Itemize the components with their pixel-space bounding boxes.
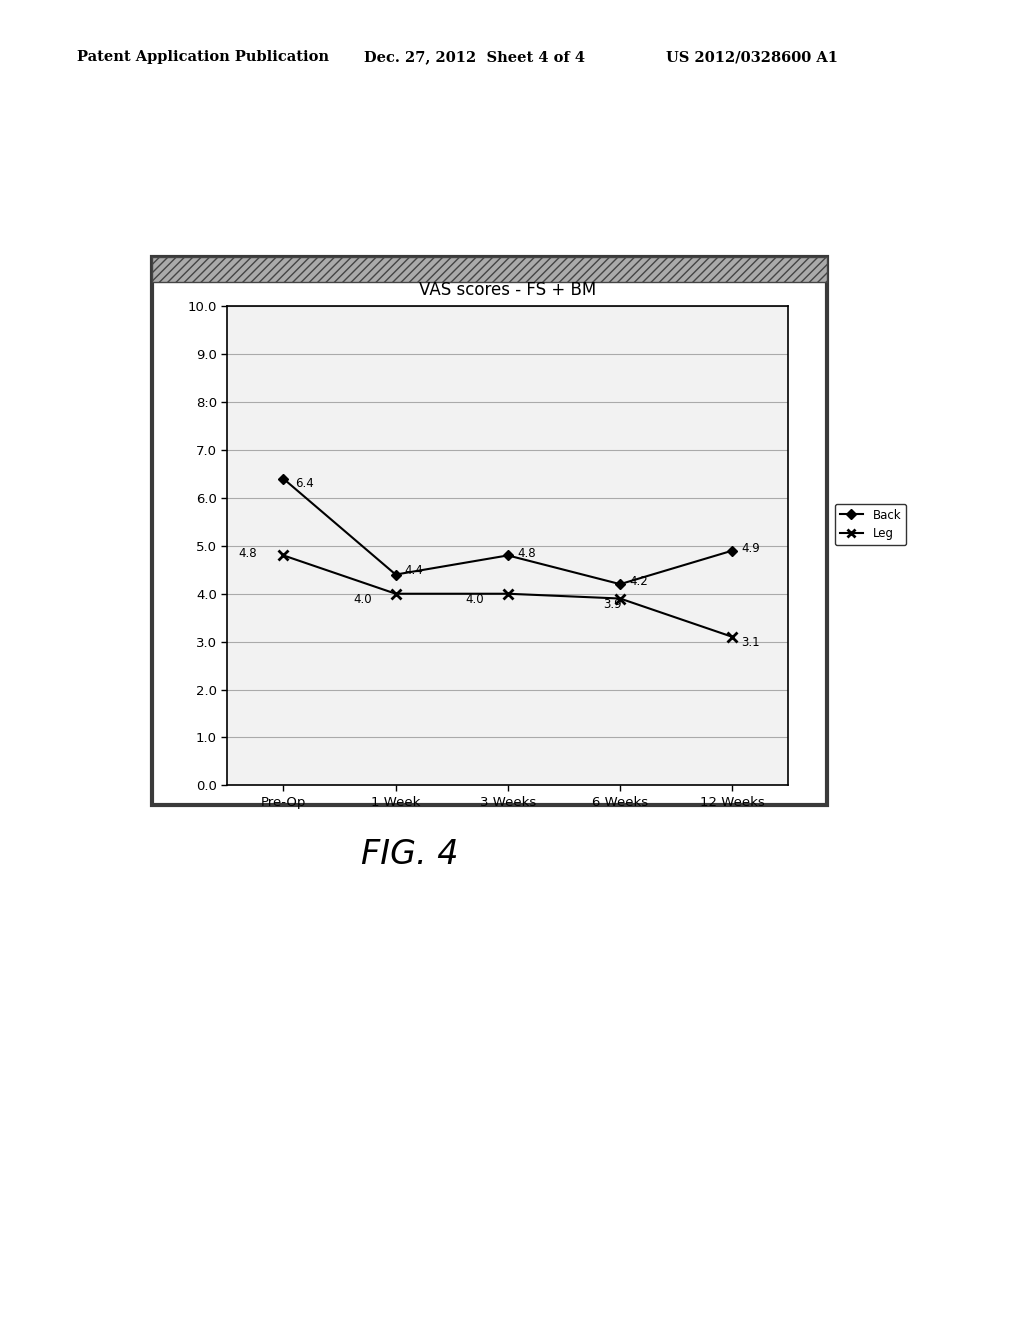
Title: VAS scores - FS + BM: VAS scores - FS + BM — [419, 281, 597, 300]
Bar — [152, 257, 827, 282]
Text: 6.4: 6.4 — [295, 477, 313, 490]
Text: 3.1: 3.1 — [741, 636, 760, 649]
Text: 4.4: 4.4 — [404, 564, 423, 577]
Text: 3.9: 3.9 — [603, 598, 622, 611]
Text: 4.8: 4.8 — [239, 546, 257, 560]
Text: 4.0: 4.0 — [353, 593, 372, 606]
Text: US 2012/0328600 A1: US 2012/0328600 A1 — [666, 50, 838, 65]
Text: Patent Application Publication: Patent Application Publication — [77, 50, 329, 65]
Text: FIG. 4: FIG. 4 — [360, 838, 459, 871]
Text: Dec. 27, 2012  Sheet 4 of 4: Dec. 27, 2012 Sheet 4 of 4 — [364, 50, 585, 65]
Text: 4.0: 4.0 — [465, 593, 484, 606]
Text: 4.9: 4.9 — [741, 541, 760, 554]
Text: 4.8: 4.8 — [517, 546, 536, 560]
Legend: Back, Leg: Back, Leg — [835, 504, 906, 545]
Text: 4.2: 4.2 — [629, 576, 648, 589]
